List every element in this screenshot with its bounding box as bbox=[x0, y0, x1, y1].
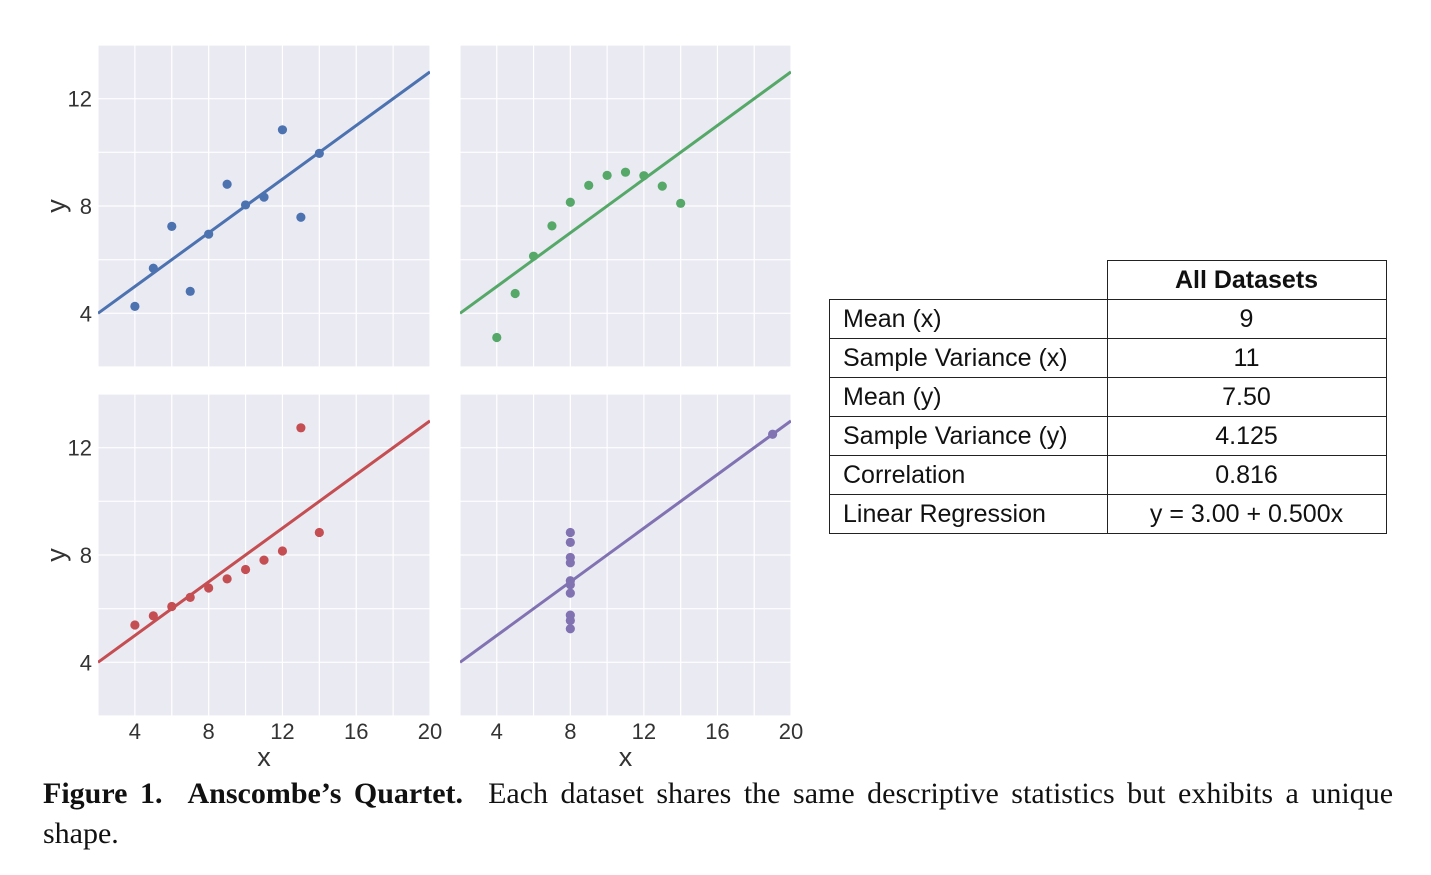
data-point bbox=[314, 527, 324, 538]
stats-table: All Datasets Mean (x) 9 Sample Variance … bbox=[829, 260, 1387, 534]
table-row: Sample Variance (x) 11 bbox=[829, 338, 1387, 378]
y-tick-label: 4 bbox=[80, 650, 92, 675]
regression-line bbox=[98, 419, 430, 664]
data-point bbox=[565, 588, 575, 598]
data-point bbox=[565, 615, 575, 626]
data-point bbox=[676, 198, 686, 208]
y-tick-label: 4 bbox=[80, 301, 92, 326]
data-point bbox=[565, 624, 575, 634]
table-row: Correlation 0.816 bbox=[829, 455, 1387, 495]
table-row-label: Correlation bbox=[829, 455, 1108, 495]
data-point bbox=[148, 611, 158, 621]
data-point bbox=[277, 125, 288, 135]
table-row-label: Linear Regression bbox=[829, 494, 1108, 534]
data-point bbox=[639, 171, 649, 181]
data-point bbox=[167, 221, 177, 231]
table-row-label: Sample Variance (y) bbox=[829, 416, 1108, 456]
data-point bbox=[148, 263, 158, 273]
y-tick-label: 8 bbox=[80, 194, 92, 219]
data-point bbox=[259, 555, 269, 565]
x-tick-label: 8 bbox=[203, 719, 215, 744]
x-tick-label: 16 bbox=[344, 719, 368, 744]
data-point bbox=[565, 197, 575, 207]
data-point bbox=[584, 180, 594, 190]
caption-figure-label: Figure 1. bbox=[43, 777, 163, 810]
data-point bbox=[547, 221, 557, 231]
data-point bbox=[259, 192, 269, 202]
data-point bbox=[240, 200, 251, 210]
x-tick-label: 12 bbox=[632, 719, 656, 744]
data-point bbox=[167, 601, 177, 612]
table-row: Mean (x) 9 bbox=[829, 299, 1387, 339]
table-row-value: 7.50 bbox=[1106, 377, 1387, 417]
data-point bbox=[565, 537, 575, 547]
data-point bbox=[657, 181, 667, 191]
panel-top-right bbox=[459, 44, 792, 368]
table-header: All Datasets bbox=[1106, 260, 1387, 300]
x-tick-label: 20 bbox=[779, 719, 803, 744]
table-row-label: Mean (y) bbox=[829, 377, 1108, 417]
data-point bbox=[185, 592, 195, 602]
data-point bbox=[222, 574, 232, 584]
y-tick-label: 12 bbox=[68, 436, 92, 461]
y-tick-label: 8 bbox=[80, 543, 92, 568]
table-row-value: y = 3.00 + 0.500x bbox=[1106, 494, 1387, 534]
data-point bbox=[130, 620, 140, 630]
y-axis-label: y bbox=[41, 548, 71, 562]
y-axis-label: y bbox=[41, 199, 71, 213]
panel-bottom-left: 4 8 12 4 8 12 16 20 y x bbox=[41, 393, 442, 772]
data-point bbox=[602, 170, 612, 181]
table-header-row: All Datasets bbox=[829, 260, 1387, 300]
table-row-value: 0.816 bbox=[1106, 455, 1387, 495]
data-point bbox=[528, 251, 539, 261]
table-row-value: 9 bbox=[1106, 299, 1387, 339]
data-point bbox=[130, 301, 140, 311]
x-tick-label: 4 bbox=[129, 719, 141, 744]
data-point bbox=[768, 429, 778, 439]
table-row: Linear Regression y = 3.00 + 0.500x bbox=[829, 494, 1387, 534]
panel-top-left: 4 8 12 y bbox=[41, 44, 431, 368]
data-point bbox=[240, 564, 251, 575]
y-tick-label: 12 bbox=[68, 87, 92, 112]
regression-line bbox=[460, 419, 791, 664]
panel-bottom-right: 4 8 12 16 20 x bbox=[459, 393, 803, 772]
table-row-label: Mean (x) bbox=[829, 299, 1108, 339]
data-point bbox=[510, 288, 520, 299]
data-point bbox=[185, 286, 195, 296]
data-point bbox=[222, 179, 232, 189]
x-tick-label: 12 bbox=[270, 719, 294, 744]
data-point bbox=[492, 332, 502, 343]
data-point bbox=[296, 212, 306, 222]
table-row: Sample Variance (y) 4.125 bbox=[829, 416, 1387, 456]
table-row-value: 4.125 bbox=[1106, 416, 1387, 456]
table-row-value: 11 bbox=[1106, 338, 1387, 378]
caption-text: Each dataset shares the same descriptive… bbox=[43, 777, 1394, 850]
figure-caption: Figure 1. Anscombe’s Quartet. Each datas… bbox=[43, 774, 1393, 854]
x-tick-label: 16 bbox=[705, 719, 729, 744]
x-tick-label: 8 bbox=[564, 719, 576, 744]
regression-line bbox=[460, 70, 791, 315]
x-tick-label: 20 bbox=[418, 719, 442, 744]
caption-title: Anscombe’s Quartet. bbox=[187, 777, 464, 810]
table-row: Mean (y) 7.50 bbox=[829, 377, 1387, 417]
data-point bbox=[620, 167, 631, 177]
anscombe-plots: 4 8 12 y 4 8 12 4 8 12 16 20 y x 4 8 12 16 20 x bbox=[41, 44, 803, 772]
data-point bbox=[565, 552, 575, 563]
data-point bbox=[565, 527, 575, 538]
data-point bbox=[565, 580, 575, 590]
data-point bbox=[204, 583, 214, 593]
table-row-label: Sample Variance (x) bbox=[829, 338, 1108, 378]
table-corner-cell bbox=[829, 260, 1108, 300]
x-axis-label: x bbox=[257, 742, 271, 772]
x-axis-label: x bbox=[619, 742, 633, 772]
x-tick-label: 4 bbox=[491, 719, 503, 744]
data-point bbox=[314, 148, 324, 159]
data-point bbox=[204, 229, 214, 239]
data-point bbox=[296, 423, 306, 433]
data-point bbox=[277, 546, 288, 556]
